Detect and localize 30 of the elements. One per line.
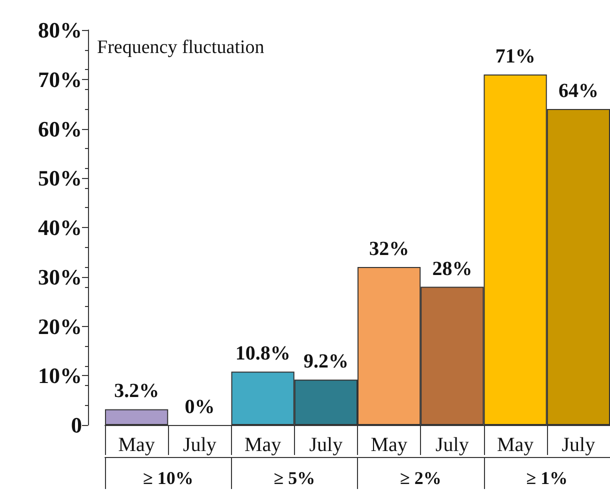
text: ≥ 2% <box>400 468 442 488</box>
x-tick-label: May <box>370 434 408 456</box>
y-tick-label: 50% <box>38 166 82 191</box>
x-tick-label: May <box>496 434 534 456</box>
data-label: 28% <box>432 258 472 280</box>
y-tick-label: 10% <box>38 363 82 388</box>
data-label: 9.2% <box>303 350 348 373</box>
data-label: 64% <box>558 80 598 102</box>
y-tick-label: 30% <box>38 264 82 290</box>
data-label: 3.2% <box>114 380 160 402</box>
y-tick-label: 0 <box>71 412 82 438</box>
x-tick-label: May <box>244 434 282 456</box>
y-tick-label: 80% <box>38 18 82 42</box>
text: ≥ 10% <box>142 468 194 488</box>
y-tick-label: 40% <box>38 215 82 240</box>
y-tick-label: 20% <box>38 314 82 339</box>
x-tick-label: May <box>118 434 155 456</box>
text: ≥ 5% <box>274 468 316 488</box>
x-tick-label: July <box>309 434 343 456</box>
y-tick-label: 70% <box>38 66 82 92</box>
data-label: 32% <box>369 238 410 260</box>
x-tick-label: July <box>562 434 596 456</box>
data-label: 10.8% <box>235 342 290 365</box>
text: ≥ 1% <box>526 468 568 488</box>
data-label: 71% <box>495 45 536 68</box>
chart-title: Frequency fluctuation <box>97 37 265 58</box>
x-tick-label: July <box>436 434 469 456</box>
x-tick-label: July <box>183 434 216 456</box>
y-tick-label: 60% <box>38 116 82 142</box>
data-label: 0% <box>184 396 215 418</box>
